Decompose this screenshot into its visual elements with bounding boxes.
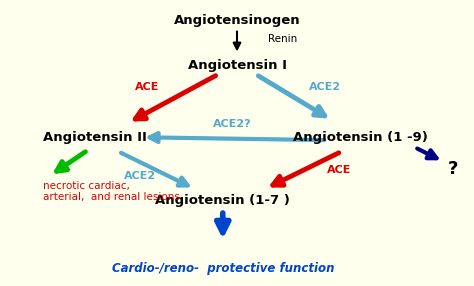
Text: Angiotensin I: Angiotensin I <box>188 59 286 72</box>
Text: Renin: Renin <box>268 34 297 43</box>
Text: ACE2: ACE2 <box>124 171 156 181</box>
Text: ACE2?: ACE2? <box>213 120 252 129</box>
Text: ?: ? <box>447 160 458 178</box>
Text: necrotic cardiac,
arterial,  and renal lesions: necrotic cardiac, arterial, and renal le… <box>43 181 180 202</box>
Text: Angiotensin (1-7 ): Angiotensin (1-7 ) <box>155 194 290 207</box>
Text: Angiotensinogen: Angiotensinogen <box>173 13 301 27</box>
Text: ACE: ACE <box>327 165 351 175</box>
Text: Angiotensin II: Angiotensin II <box>43 131 147 144</box>
Text: ACE: ACE <box>135 82 159 92</box>
Text: Cardio-/reno-  protective function: Cardio-/reno- protective function <box>111 262 334 275</box>
Text: Angiotensin (1 -9): Angiotensin (1 -9) <box>293 131 428 144</box>
Text: ACE2: ACE2 <box>309 82 341 92</box>
